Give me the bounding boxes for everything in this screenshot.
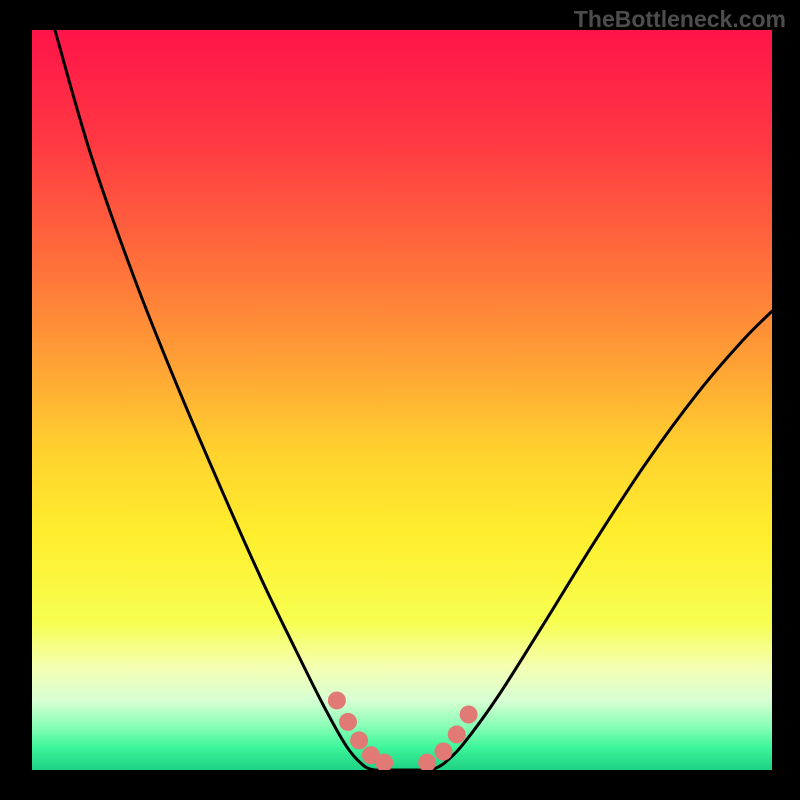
- highlight-marker: [434, 743, 452, 761]
- watermark-text: TheBottleneck.com: [574, 6, 786, 33]
- plot-svg: [32, 30, 772, 770]
- highlight-marker: [460, 706, 478, 724]
- highlight-marker: [339, 713, 357, 731]
- highlight-marker: [350, 731, 368, 749]
- plot-area: [32, 30, 772, 770]
- highlight-marker: [448, 725, 466, 743]
- highlight-marker: [328, 691, 346, 709]
- gradient-background: [32, 30, 772, 770]
